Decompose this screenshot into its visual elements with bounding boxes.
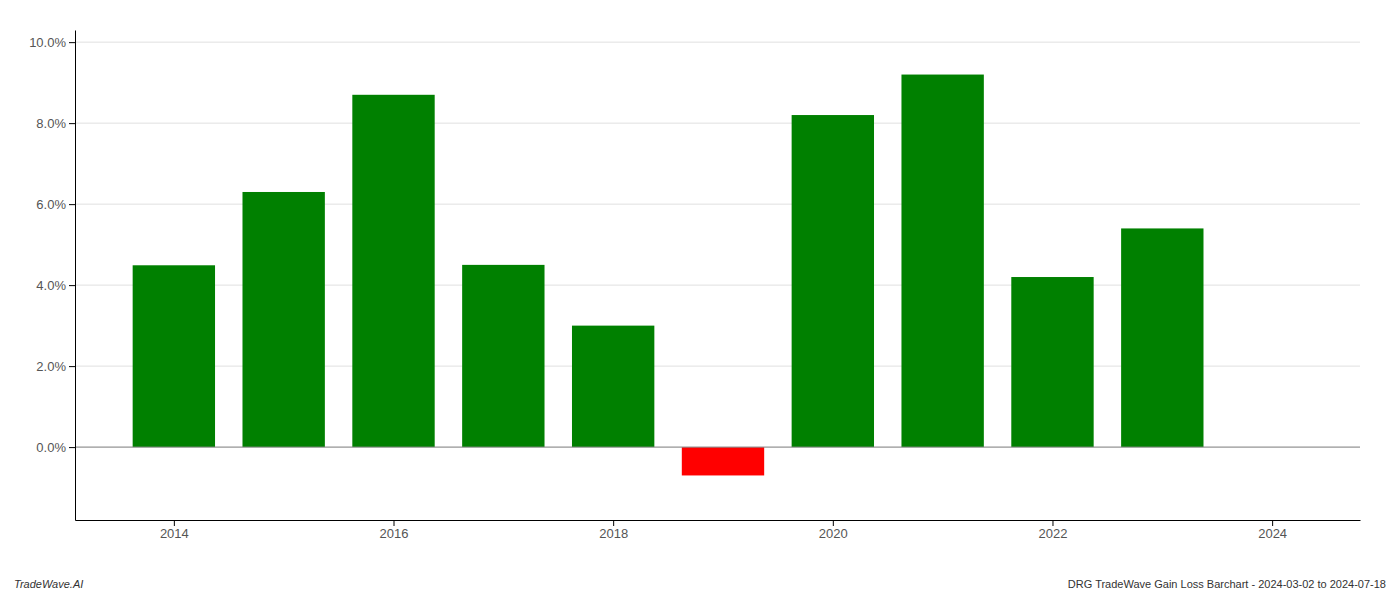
x-tick-mark (833, 520, 834, 526)
grid (75, 42, 1360, 447)
y-tick: 2.0% (36, 359, 75, 374)
bar (133, 265, 215, 447)
y-tick-mark (69, 366, 75, 367)
x-axis: 2014 2016 2018 2020 2022 2024 (76, 520, 1361, 541)
zero-line (75, 447, 1360, 448)
bar (901, 75, 983, 448)
x-tick-label: 2016 (380, 526, 409, 541)
y-tick-mark (69, 285, 75, 286)
x-tick-label: 2018 (599, 526, 628, 541)
x-tick: 2024 (1258, 520, 1287, 541)
y-tick-mark (69, 447, 75, 448)
y-tick-label: 0.0% (36, 440, 66, 455)
x-tick: 2014 (160, 520, 189, 541)
plot: 2014 2016 2018 2020 2022 2024 0.0% 2.0% 4.0% 6.0%… (29, 31, 1360, 542)
x-tick: 2018 (599, 520, 628, 541)
x-tick-mark (613, 520, 614, 526)
y-tick-label: 8.0% (36, 116, 66, 131)
y-tick: 6.0% (36, 197, 75, 212)
grid-line (75, 42, 1360, 43)
footer-right: DRG TradeWave Gain Loss Barchart - 2024-… (1068, 578, 1386, 590)
bar (572, 326, 654, 447)
bar (462, 265, 544, 447)
y-axis-line (75, 31, 76, 521)
x-tick: 2022 (1039, 520, 1068, 541)
y-tick-mark (69, 204, 75, 205)
chart: 2014 2016 2018 2020 2022 2024 0.0% 2.0% 4.0% 6.0%… (0, 0, 1400, 600)
y-tick-mark (69, 123, 75, 124)
x-tick-mark (1052, 520, 1053, 526)
bars (133, 75, 1204, 476)
x-tick-mark (394, 520, 395, 526)
x-tick-mark (1272, 520, 1273, 526)
x-axis-line (76, 520, 1361, 521)
bar (1011, 277, 1093, 447)
y-tick-label: 2.0% (36, 359, 66, 374)
bar (1121, 228, 1203, 447)
grid-line (75, 123, 1360, 124)
y-tick: 8.0% (36, 116, 75, 131)
x-tick-label: 2024 (1258, 526, 1287, 541)
x-tick: 2020 (819, 520, 848, 541)
bar (682, 447, 764, 475)
bar (242, 192, 324, 447)
footer-left: TradeWave.AI (14, 578, 83, 590)
x-tick-label: 2022 (1039, 526, 1068, 541)
bar (352, 95, 434, 447)
y-tick-label: 4.0% (36, 278, 66, 293)
y-tick: 4.0% (36, 278, 75, 293)
bar (792, 115, 874, 447)
x-tick-mark (174, 520, 175, 526)
y-tick-label: 6.0% (36, 197, 66, 212)
y-tick-mark (69, 42, 75, 43)
x-tick-label: 2020 (819, 526, 848, 541)
x-tick: 2016 (380, 520, 409, 541)
grid-line (75, 447, 1360, 448)
y-axis: 0.0% 2.0% 4.0% 6.0% 8.0% 10.0% (29, 31, 75, 521)
y-tick: 0.0% (36, 440, 75, 455)
y-tick-label: 10.0% (29, 35, 66, 50)
x-tick-label: 2014 (160, 526, 189, 541)
y-tick: 10.0% (29, 35, 75, 50)
